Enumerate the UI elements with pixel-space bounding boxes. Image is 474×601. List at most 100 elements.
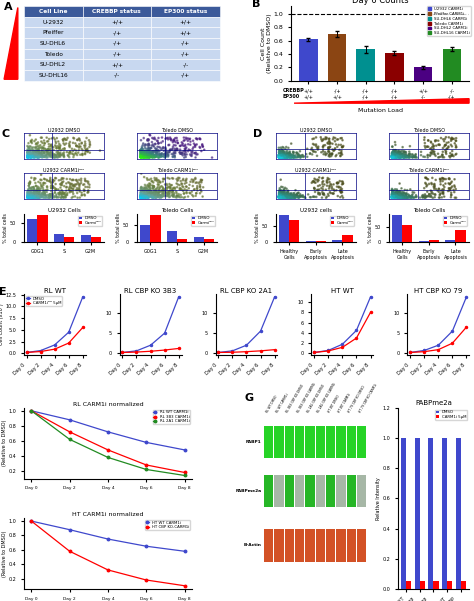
- Point: [388, 192, 396, 201]
- Text: C: C: [1, 129, 9, 139]
- Point: [430, 180, 438, 189]
- Title: RL CBP KO 3B3: RL CBP KO 3B3: [125, 288, 177, 294]
- Point: [396, 151, 403, 161]
- Y-axis label: % total cells: % total cells: [117, 213, 121, 243]
- Point: [291, 192, 298, 202]
- Point: [161, 149, 168, 159]
- Point: [401, 192, 409, 201]
- Point: [138, 144, 146, 153]
- Point: [287, 153, 295, 162]
- Point: [152, 144, 160, 154]
- Point: [37, 133, 45, 142]
- Point: [288, 152, 296, 162]
- Point: [66, 182, 74, 191]
- Point: [391, 191, 398, 201]
- Point: [51, 150, 59, 159]
- Point: [35, 144, 42, 154]
- Point: [35, 150, 42, 159]
- Point: [137, 192, 145, 202]
- Point: [30, 148, 37, 158]
- Point: [29, 191, 36, 200]
- Point: [175, 189, 182, 199]
- Point: [282, 152, 290, 162]
- Point: [142, 192, 149, 202]
- Point: [276, 153, 284, 162]
- Point: [39, 138, 46, 148]
- Point: [279, 193, 287, 203]
- Point: [280, 185, 287, 195]
- Point: [392, 151, 400, 161]
- Point: [291, 190, 298, 200]
- Point: [280, 190, 288, 200]
- Bar: [446, 240, 456, 242]
- Point: [78, 150, 86, 159]
- Point: [410, 151, 417, 161]
- Point: [169, 191, 177, 200]
- Point: [74, 185, 82, 194]
- Bar: [279, 215, 289, 242]
- Point: [280, 151, 288, 160]
- Point: [146, 191, 154, 201]
- Bar: [429, 240, 439, 242]
- Point: [330, 185, 337, 194]
- Point: [24, 189, 32, 198]
- Point: [393, 192, 401, 202]
- Point: [74, 142, 82, 151]
- Text: EP300 status: EP300 status: [164, 9, 207, 14]
- Point: [411, 153, 419, 162]
- Point: [142, 183, 150, 193]
- Point: [446, 174, 454, 184]
- Point: [392, 192, 400, 201]
- Point: [278, 190, 285, 200]
- Point: [147, 189, 155, 198]
- Point: [148, 192, 155, 201]
- Point: [172, 192, 179, 202]
- Point: [27, 142, 35, 151]
- Point: [158, 182, 165, 191]
- Point: [140, 150, 147, 159]
- Point: [398, 193, 406, 203]
- Point: [152, 192, 159, 201]
- Point: [162, 147, 170, 157]
- Point: [151, 133, 158, 142]
- Point: [285, 152, 293, 162]
- Point: [159, 192, 166, 201]
- Point: [310, 147, 318, 156]
- Point: [390, 153, 398, 162]
- Point: [172, 133, 179, 143]
- Point: [196, 142, 203, 152]
- Point: [139, 193, 146, 203]
- Point: [435, 153, 443, 162]
- Point: [27, 153, 35, 162]
- Point: [75, 185, 83, 194]
- Point: [298, 191, 305, 201]
- Point: [32, 151, 40, 160]
- Point: [162, 134, 169, 144]
- Point: [421, 143, 429, 153]
- Point: [39, 186, 47, 195]
- Point: [151, 151, 159, 161]
- Point: [148, 150, 155, 160]
- Point: [68, 193, 75, 203]
- Point: [139, 185, 146, 195]
- Point: [34, 153, 42, 162]
- Point: [66, 147, 73, 157]
- Point: [280, 151, 288, 161]
- CARM1iᴰᴹ 5μM: [272, 346, 277, 353]
- Point: [393, 153, 401, 162]
- Point: [151, 150, 159, 160]
- Point: [319, 179, 326, 189]
- Point: [304, 189, 312, 199]
- Title: U2932 DMSO: U2932 DMSO: [48, 127, 80, 133]
- Text: U-2932: U-2932: [43, 19, 64, 25]
- Point: [137, 187, 145, 197]
- Point: [139, 149, 146, 159]
- Point: [154, 150, 161, 160]
- Point: [276, 193, 283, 203]
- Point: [396, 191, 404, 201]
- Point: [276, 192, 283, 201]
- Point: [27, 149, 35, 159]
- Point: [437, 177, 444, 186]
- Point: [393, 192, 401, 201]
- Point: [309, 150, 316, 159]
